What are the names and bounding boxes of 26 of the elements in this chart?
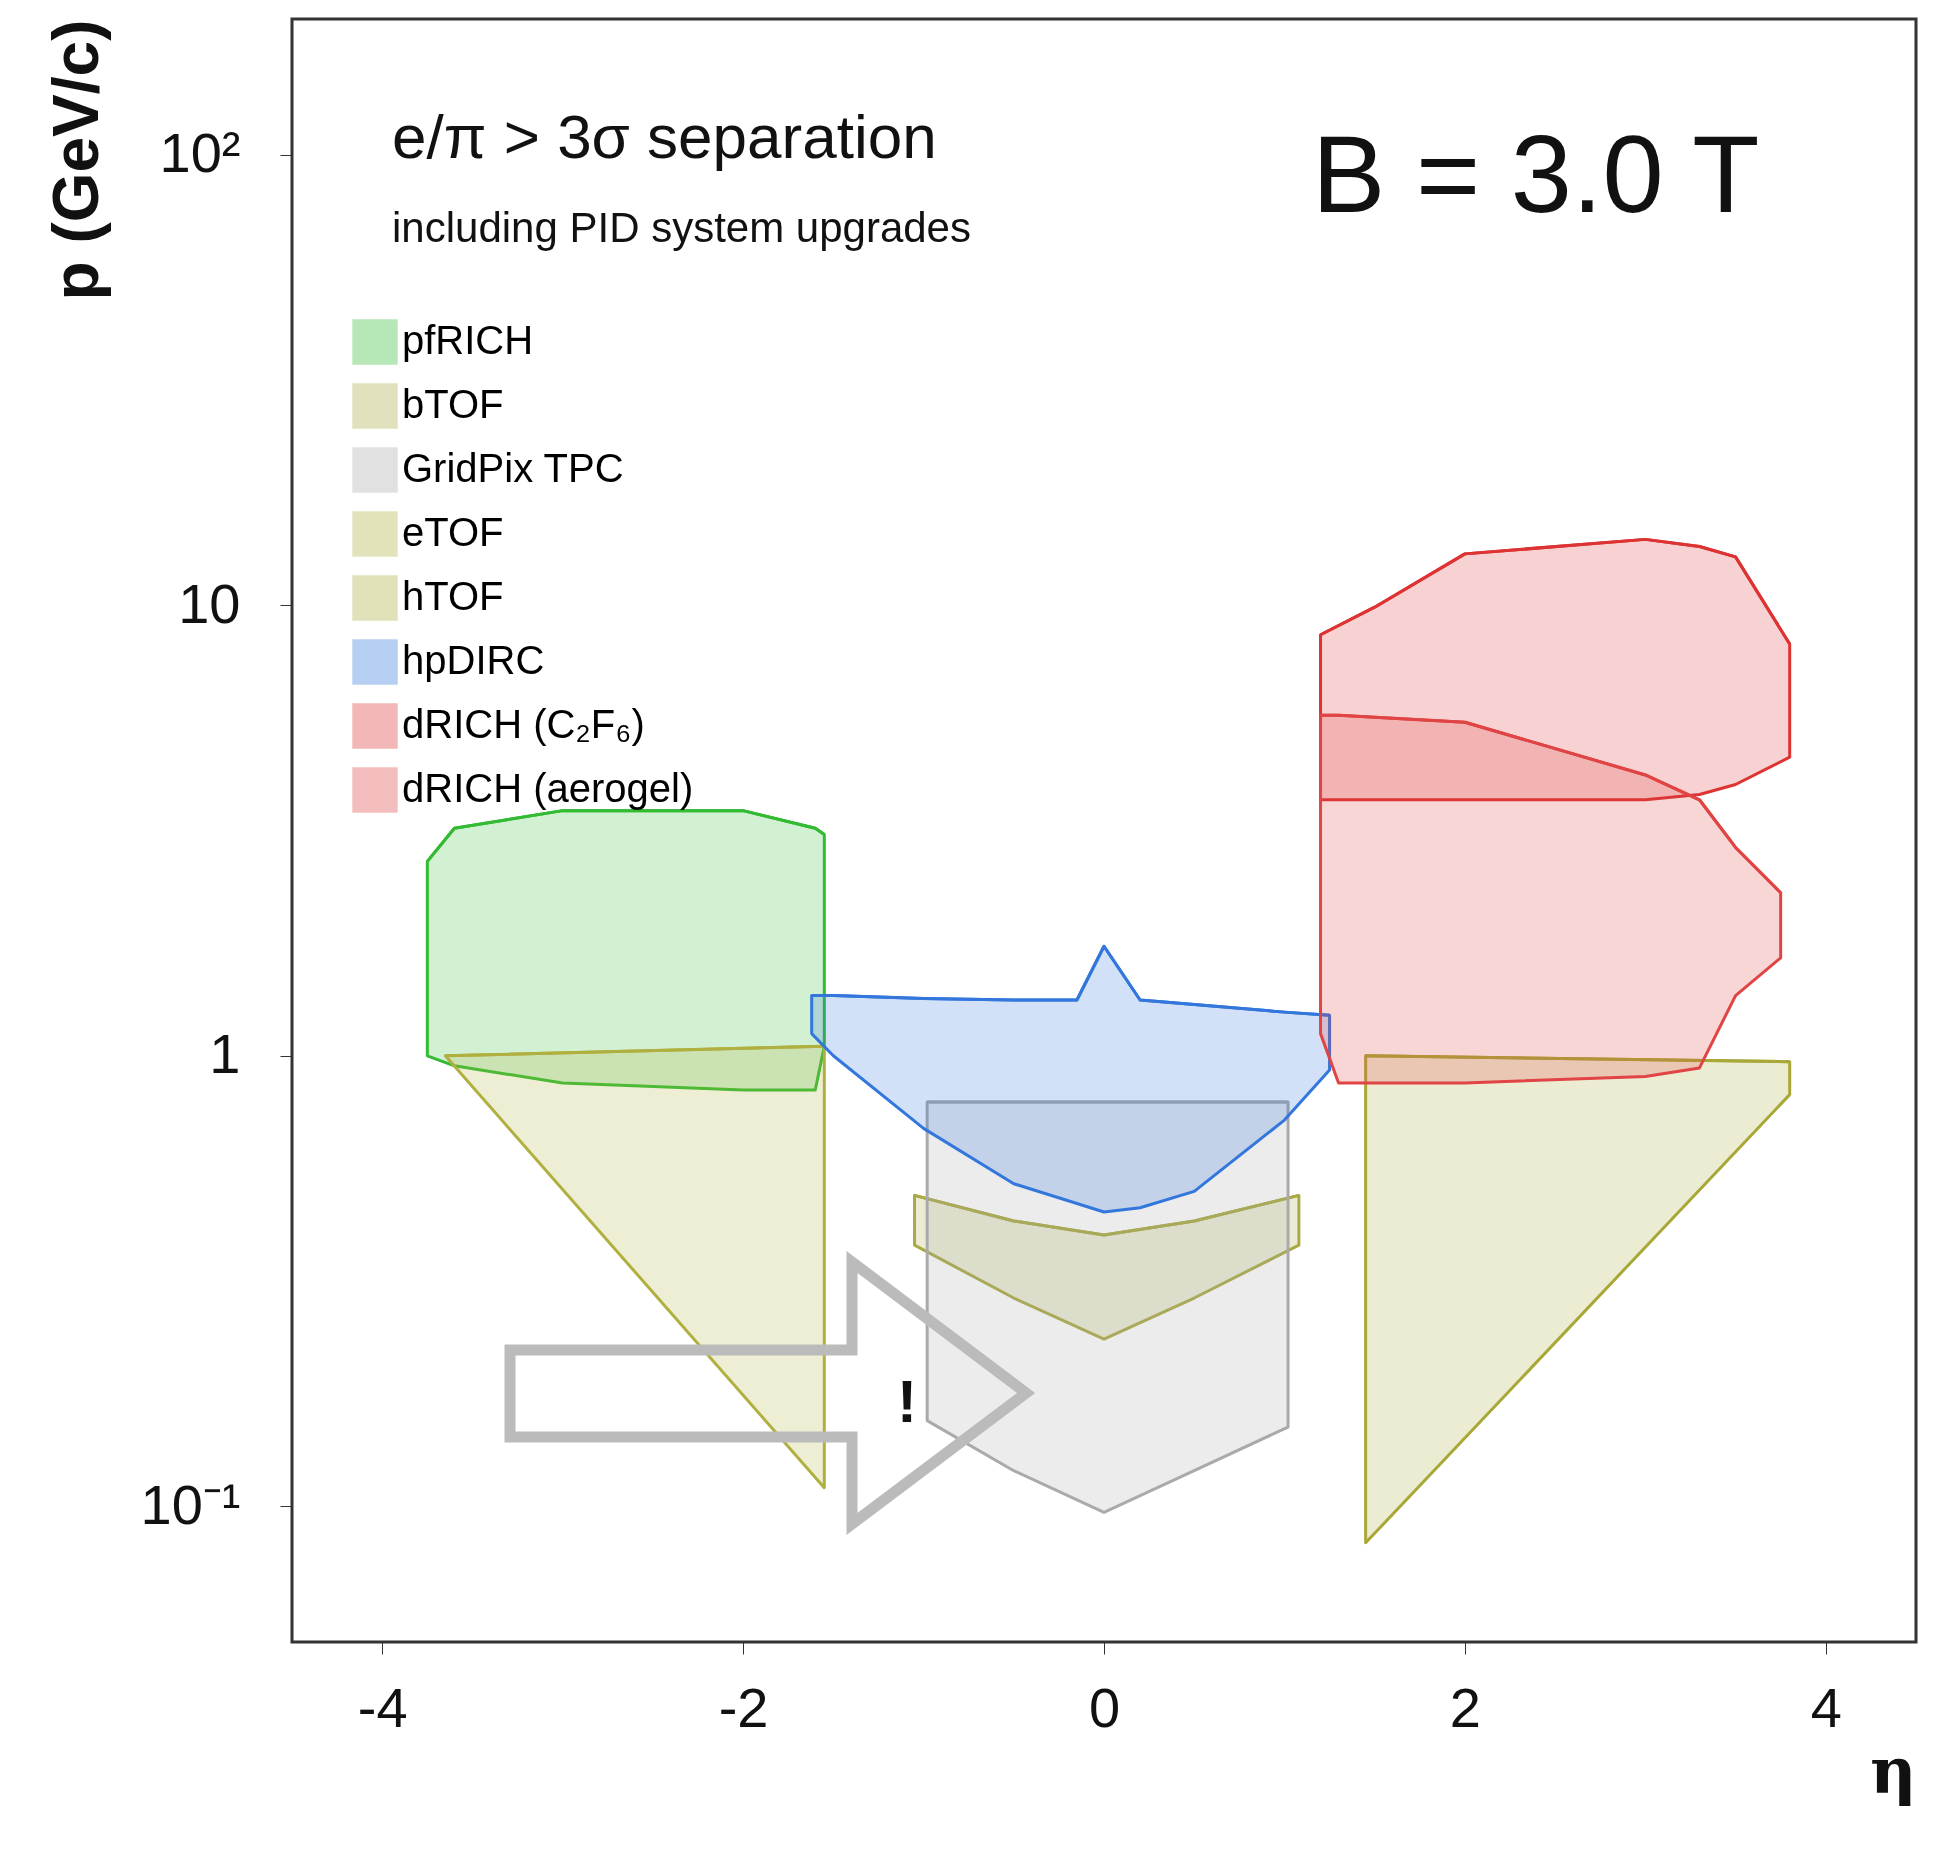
x-axis-title: η xyxy=(1869,1732,1917,1808)
x-tick-label: 0 xyxy=(1088,1675,1121,1739)
y-tick-label: 10² xyxy=(159,121,241,185)
annotation: e/π > 3σ separation xyxy=(392,102,937,171)
annotation: B = 3.0 T xyxy=(1312,112,1760,235)
legend-label: hpDIRC xyxy=(402,638,545,682)
legend-label: hTOF xyxy=(402,574,504,618)
line-series xyxy=(1319,537,1792,646)
x-tick-label: -2 xyxy=(718,1675,769,1739)
legend-label: GridPix TPC xyxy=(402,446,624,490)
x-tick-label: 4 xyxy=(1810,1675,1842,1739)
legend-label: eTOF xyxy=(402,510,504,554)
annotation: including PID system upgrades xyxy=(392,204,971,251)
legend-label: dRICH (aerogel) xyxy=(402,766,694,810)
line-series xyxy=(425,809,826,863)
annotation: ! xyxy=(897,1368,917,1435)
y-axis-title: p (GeV/c) xyxy=(39,19,112,301)
x-tick-label: -4 xyxy=(357,1675,408,1739)
y-tick-label: 10 xyxy=(178,571,241,635)
line-series xyxy=(1319,713,1783,895)
y-tick-label: 10⁻¹ xyxy=(140,1472,241,1536)
legend-label: pfRICH xyxy=(402,318,534,362)
legend-label: bTOF xyxy=(402,382,504,426)
legend-label: dRICH (C₂F₆) xyxy=(402,702,645,746)
x-tick-label: 2 xyxy=(1449,1675,1481,1739)
y-tick-label: 1 xyxy=(209,1022,241,1086)
